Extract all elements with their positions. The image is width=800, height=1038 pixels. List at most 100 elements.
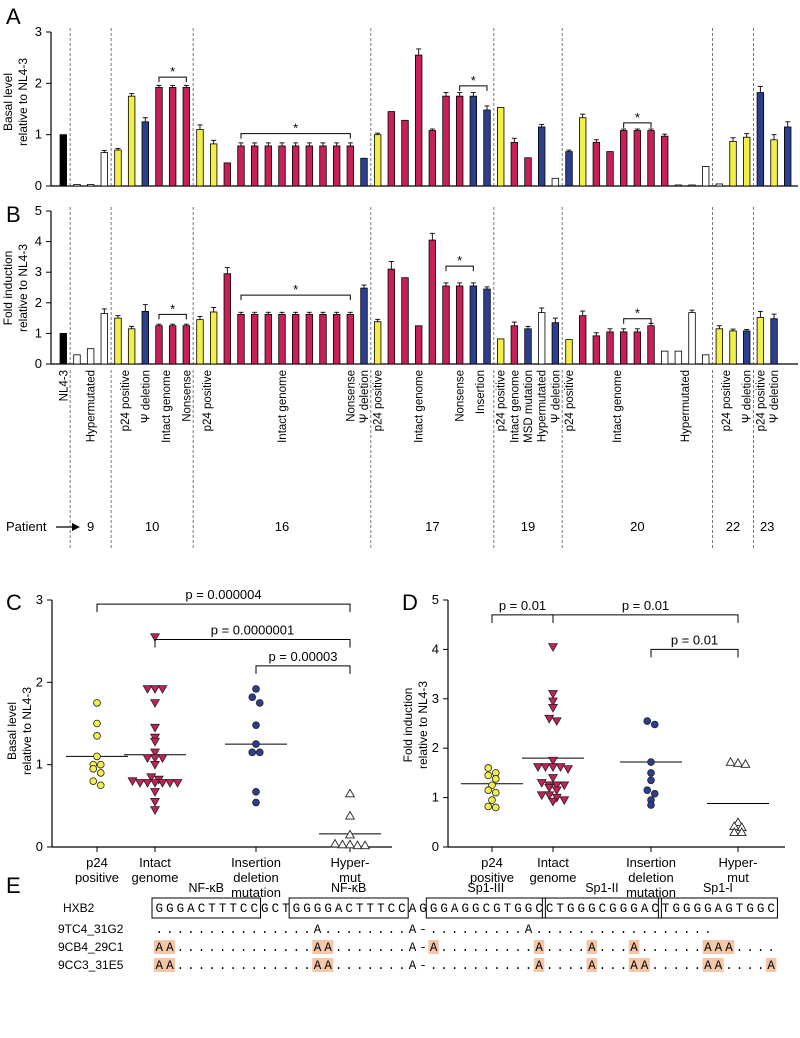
bar — [647, 130, 655, 187]
significance-star: * — [457, 253, 462, 268]
aligned-nucleotide: . — [345, 923, 353, 937]
reference-nucleotide: C — [599, 902, 607, 916]
bar — [291, 314, 300, 365]
reference-nucleotide: T — [736, 902, 744, 916]
aligned-nucleotide: . — [578, 941, 586, 955]
sample-label: Hypermutated — [86, 370, 98, 442]
aligned-nucleotide: . — [493, 959, 501, 973]
aligned-nucleotide: . — [588, 923, 596, 937]
significance-star: * — [170, 301, 175, 316]
bar — [743, 136, 751, 187]
bar — [414, 325, 423, 365]
mutation-highlight — [765, 958, 777, 972]
reference-nucleotide: G — [672, 902, 680, 916]
aligned-nucleotide: . — [240, 959, 248, 973]
p-value-label: p = 0.01 — [499, 598, 546, 613]
reference-nucleotide: G — [683, 902, 691, 916]
sample-label: NL4-3 — [58, 370, 70, 401]
bar — [86, 184, 95, 187]
bar — [141, 310, 149, 365]
aligned-nucleotide: A — [725, 941, 733, 955]
patient-number: 17 — [425, 519, 439, 534]
bar — [209, 143, 218, 187]
aligned-nucleotide: A — [715, 941, 723, 955]
aligned-nucleotide: . — [525, 941, 533, 955]
data-point — [548, 756, 558, 766]
sample-label: Ψ deletion — [140, 370, 152, 423]
aligned-nucleotide: . — [609, 923, 617, 937]
data-point — [559, 796, 570, 806]
motif-label: NF-κB — [331, 881, 366, 895]
bar — [524, 157, 532, 187]
reference-nucleotide: G — [166, 902, 174, 916]
aligned-nucleotide: . — [367, 923, 375, 937]
data-point — [344, 829, 356, 839]
x-tick-label: positive — [75, 870, 119, 885]
data-point — [93, 719, 101, 728]
reference-nucleotide: C — [198, 902, 206, 916]
data-point — [647, 769, 655, 777]
aligned-nucleotide: . — [746, 941, 754, 955]
aligned-nucleotide: . — [461, 941, 469, 955]
aligned-nucleotide: . — [177, 941, 185, 955]
data-point — [732, 757, 744, 767]
data-point — [544, 714, 555, 724]
bar — [524, 328, 532, 365]
aligned-nucleotide: . — [651, 959, 659, 973]
bar — [223, 162, 231, 187]
bar — [373, 134, 382, 187]
aligned-nucleotide: . — [261, 923, 269, 937]
x-tick-label: deletion — [233, 870, 279, 885]
data-point — [96, 760, 105, 769]
bar — [100, 152, 108, 187]
aligned-nucleotide: . — [662, 941, 670, 955]
sample-label: Hypermutated — [537, 370, 549, 442]
aligned-nucleotide: . — [651, 941, 659, 955]
reference-nucleotide: G — [514, 902, 522, 916]
bar — [661, 135, 669, 187]
y-tick-label: 5 — [432, 592, 439, 607]
mutation-highlight — [702, 958, 714, 972]
reference-nucleotide: G — [567, 902, 575, 916]
data-point — [146, 773, 157, 783]
aligned-nucleotide: A — [166, 959, 174, 973]
ylabel-a-line1: Basal level — [1, 73, 15, 131]
reference-nucleotide: C — [272, 902, 280, 916]
data-point — [157, 685, 168, 694]
significance-star: * — [635, 306, 640, 321]
aligned-nucleotide: . — [556, 941, 564, 955]
aligned-nucleotide: A — [630, 959, 638, 973]
comparison-bracket — [650, 648, 739, 658]
reference-nucleotide: C — [546, 902, 554, 916]
aligned-nucleotide: A — [704, 959, 712, 973]
aligned-nucleotide: . — [335, 959, 343, 973]
aligned-nucleotide: . — [356, 959, 364, 973]
data-point — [484, 764, 493, 772]
panel-letter-b: B — [6, 202, 21, 227]
sample-label: MSD mutation — [523, 370, 535, 443]
bar — [633, 130, 642, 187]
panel-letter-a: A — [6, 4, 21, 29]
y-tick-label: 0 — [35, 178, 42, 193]
aligned-nucleotide: . — [672, 959, 680, 973]
aligned-nucleotide: . — [451, 923, 459, 937]
aligned-nucleotide: . — [440, 923, 448, 937]
aligned-nucleotide: . — [398, 941, 406, 955]
aligned-nucleotide: . — [546, 923, 554, 937]
reference-nucleotide: G — [725, 902, 733, 916]
mutation-highlight — [164, 940, 176, 954]
aligned-nucleotide: . — [177, 959, 185, 973]
x-tick-label: Hyper- — [330, 855, 369, 870]
reference-nucleotide: G — [261, 902, 269, 916]
significance-bracket — [623, 122, 652, 128]
sample-label: Nonsense — [345, 370, 357, 422]
bar — [73, 354, 81, 365]
p-value-label: p = 0.01 — [671, 632, 718, 647]
aligned-nucleotide: . — [662, 959, 670, 973]
reference-nucleotide: G — [293, 902, 301, 916]
bar — [483, 109, 491, 187]
bar — [674, 184, 683, 187]
aligned-nucleotide: A — [715, 959, 723, 973]
aligned-nucleotide: A — [630, 941, 638, 955]
reference-nucleotide: G — [757, 902, 765, 916]
